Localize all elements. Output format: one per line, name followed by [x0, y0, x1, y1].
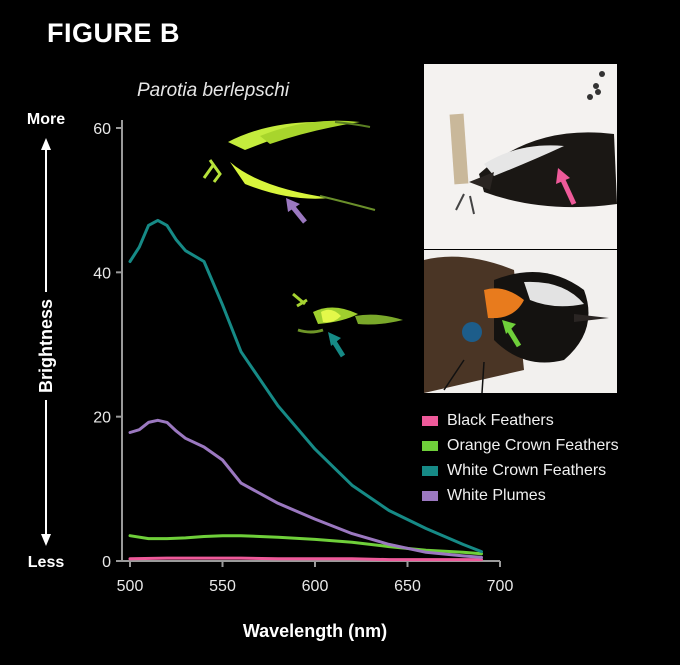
y-axis-title: Brightness	[36, 299, 56, 393]
legend-label: Black Feathers	[447, 411, 554, 429]
species-name: Parotia berlepschi	[137, 80, 290, 101]
brightness-more-label: More	[27, 111, 65, 128]
plumes-arrow-icon	[286, 198, 307, 224]
legend: Black Feathers Orange Crown Feathers White…	[422, 408, 619, 508]
x-tick-label: 600	[302, 578, 329, 595]
series-line-white-plumes	[128, 418, 483, 559]
legend-item: Black Feathers	[422, 408, 619, 433]
crown-arrow-icon	[328, 332, 346, 358]
y-tick-label: 20	[93, 410, 111, 427]
legend-label: Orange Crown Feathers	[447, 436, 619, 454]
x-tick-label: 700	[487, 578, 514, 595]
legend-swatch	[422, 465, 438, 476]
series-line-black-feathers	[128, 556, 483, 562]
arrow-up-icon	[41, 138, 51, 150]
legend-swatch	[422, 490, 438, 501]
brightness-less-label: Less	[28, 554, 65, 571]
uv-fluorescence-plumes-photo	[170, 102, 400, 224]
y-tick-label: 40	[93, 265, 111, 282]
x-tick-label: 550	[209, 578, 236, 595]
x-tick-label: 500	[117, 578, 144, 595]
series-line-white-crown-feathers	[128, 218, 483, 554]
specimen-crown-photo	[424, 250, 617, 393]
legend-label: White Crown Feathers	[447, 461, 607, 479]
legend-label: White Plumes	[447, 486, 546, 504]
arrow-down-icon	[41, 534, 51, 546]
x-tick-label: 650	[394, 578, 421, 595]
y-tick-label: 60	[93, 121, 111, 138]
figure-label: FIGURE B	[47, 18, 181, 48]
specimen-back-photo	[424, 64, 617, 249]
legend-item: White Crown Feathers	[422, 458, 619, 483]
legend-item: White Plumes	[422, 483, 619, 508]
x-axis-title: Wavelength (nm)	[243, 621, 387, 641]
orange-crown-arrow-icon	[502, 320, 522, 348]
legend-swatch	[422, 440, 438, 451]
legend-swatch	[422, 415, 438, 426]
black-feathers-arrow-icon	[556, 168, 577, 206]
uv-fluorescence-crown-photo	[283, 282, 418, 362]
y-tick-label: 0	[102, 554, 111, 571]
legend-item: Orange Crown Feathers	[422, 433, 619, 458]
